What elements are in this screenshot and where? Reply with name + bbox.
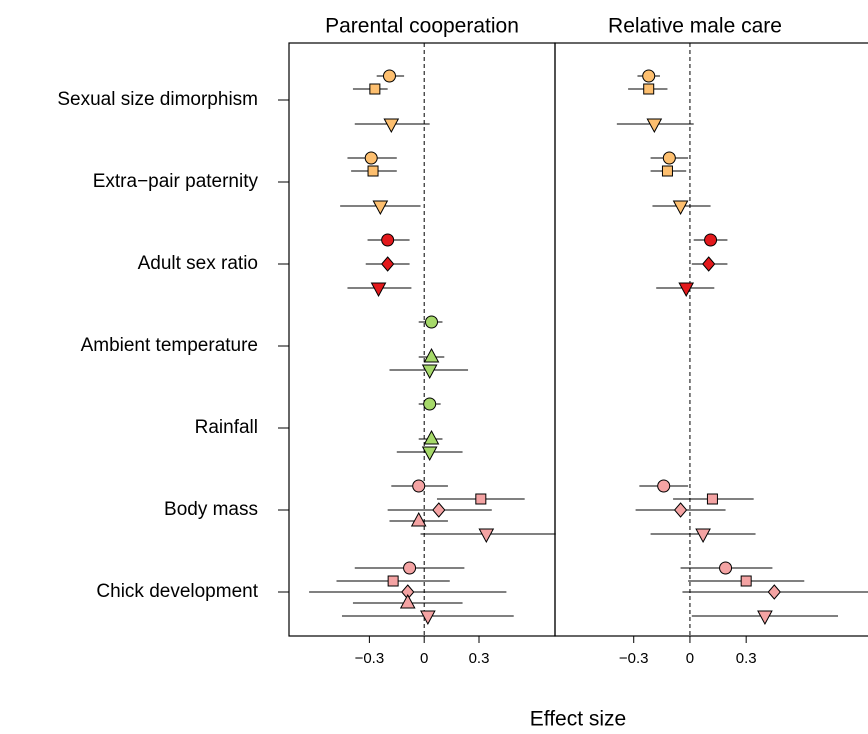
point	[380, 256, 395, 272]
point	[740, 575, 752, 587]
plot-frame	[288, 42, 556, 637]
y-tick-label: Ambient temperature	[81, 335, 258, 356]
point	[673, 502, 688, 518]
point	[382, 69, 396, 83]
y-tick-label: Body mass	[164, 499, 258, 520]
point	[370, 282, 387, 298]
x-tick-label: 0	[686, 650, 694, 667]
x-tick-label: 0	[420, 650, 428, 667]
y-tick-label: Extra−pair paternity	[93, 171, 259, 192]
point	[412, 479, 426, 493]
point	[369, 83, 381, 95]
x-axis-label: Effect size	[530, 708, 627, 731]
y-tick-label: Rainfall	[195, 417, 258, 438]
point	[672, 200, 689, 216]
point	[367, 165, 379, 177]
y-tick-label: Chick development	[96, 581, 258, 602]
point	[704, 233, 718, 247]
point	[420, 610, 436, 626]
point	[661, 165, 673, 177]
point	[432, 502, 446, 518]
point	[643, 83, 655, 95]
x-tick-label: 0.3	[469, 650, 490, 667]
y-tick-label: Sexual size dimorphism	[57, 89, 258, 110]
point	[399, 593, 416, 609]
point	[410, 511, 427, 527]
x-tick-label: 0.3	[736, 650, 757, 667]
point	[421, 446, 438, 462]
point	[706, 493, 718, 505]
point	[423, 429, 440, 445]
x-tick-label: −0.3	[619, 650, 649, 667]
x-tick-label: −0.3	[355, 650, 385, 667]
point	[403, 561, 417, 575]
point	[695, 528, 711, 544]
panel-title: Parental cooperation	[325, 15, 519, 38]
point	[364, 151, 378, 165]
point	[381, 233, 395, 247]
point	[642, 69, 656, 83]
point	[646, 118, 663, 134]
point	[425, 315, 438, 329]
point	[719, 561, 733, 575]
point	[423, 397, 437, 411]
point	[421, 364, 438, 380]
y-tick-label: Adult sex ratio	[138, 253, 258, 274]
point	[767, 584, 781, 600]
panel-title: Relative male care	[608, 15, 782, 38]
point	[702, 256, 716, 272]
point	[678, 282, 695, 298]
plot-frame	[554, 42, 868, 637]
point	[657, 479, 671, 493]
point	[423, 347, 440, 363]
point	[387, 575, 399, 587]
point	[478, 528, 495, 544]
point	[383, 118, 400, 134]
point	[662, 151, 676, 165]
point	[757, 610, 773, 626]
point	[475, 493, 487, 505]
point	[372, 200, 389, 216]
